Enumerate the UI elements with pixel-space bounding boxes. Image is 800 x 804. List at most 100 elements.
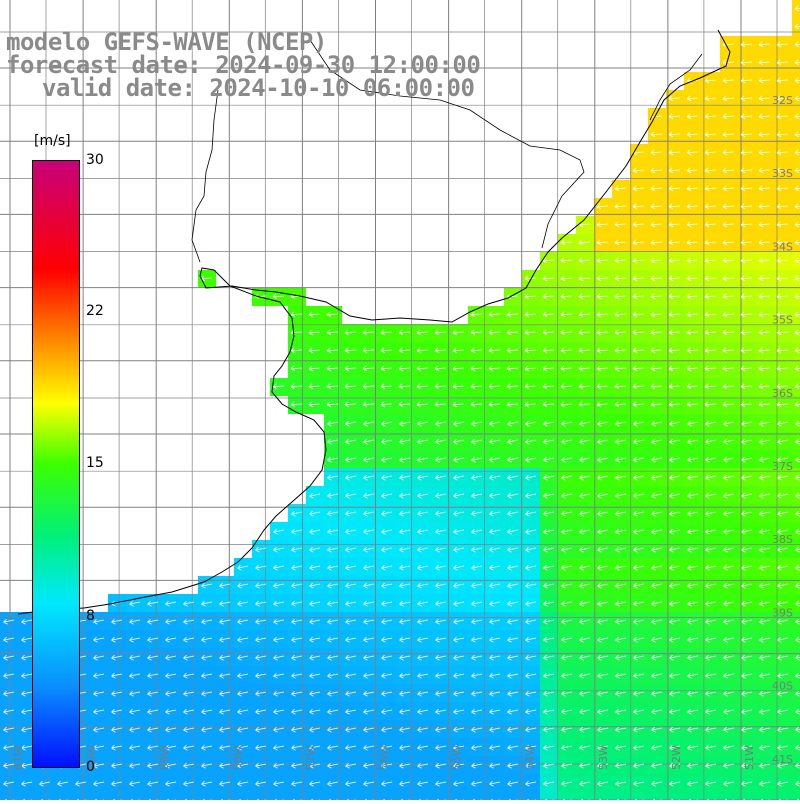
wind-cell xyxy=(288,378,306,396)
wind-cell xyxy=(720,108,738,126)
lat-label: 33S xyxy=(772,167,793,180)
wind-cell xyxy=(612,324,630,342)
wind-cell xyxy=(576,360,594,378)
wind-cell xyxy=(792,450,800,468)
wind-cell xyxy=(522,342,540,360)
wind-cell xyxy=(684,162,702,180)
wind-cell xyxy=(666,396,684,414)
wind-cell xyxy=(450,360,468,378)
wind-cell xyxy=(720,252,738,270)
wind-cell xyxy=(414,792,432,800)
lon-label: 52W xyxy=(670,745,683,770)
wind-cell xyxy=(612,198,630,216)
wind-cell xyxy=(684,306,702,324)
title-valid-date: valid date: 2024-10-10 06:00:00 xyxy=(42,76,474,100)
wind-cell xyxy=(720,324,738,342)
wind-cell xyxy=(792,432,800,450)
wind-cell xyxy=(324,342,342,360)
wind-cell xyxy=(288,306,306,324)
wind-cell xyxy=(756,324,774,342)
wind-cell xyxy=(702,72,720,90)
lat-label: 35S xyxy=(772,314,793,327)
wind-cell xyxy=(558,234,576,252)
wind-cell xyxy=(702,270,720,288)
wind-cell xyxy=(756,72,774,90)
wind-cell xyxy=(504,378,522,396)
wind-cell xyxy=(126,792,144,800)
wind-cell xyxy=(450,378,468,396)
wind-cell xyxy=(414,324,432,342)
wind-cell xyxy=(720,360,738,378)
wind-cell xyxy=(684,396,702,414)
wind-cell xyxy=(612,288,630,306)
wind-cell xyxy=(378,792,396,800)
wind-cell xyxy=(630,342,648,360)
wind-cell xyxy=(378,378,396,396)
wind-cell xyxy=(576,234,594,252)
lat-label: 32S xyxy=(772,94,793,107)
wind-cell xyxy=(630,306,648,324)
wind-cell xyxy=(198,792,216,800)
wind-cell xyxy=(90,792,108,800)
wind-cell xyxy=(792,414,800,432)
wind-cell xyxy=(486,378,504,396)
wind-cell xyxy=(504,396,522,414)
wind-cell xyxy=(432,360,450,378)
wind-cell xyxy=(522,378,540,396)
wind-cell xyxy=(558,378,576,396)
wind-cell xyxy=(612,216,630,234)
colorbar-tick-8: 8 xyxy=(86,609,95,623)
wind-cell xyxy=(792,630,800,648)
wind-cell xyxy=(522,306,540,324)
wind-cell xyxy=(486,360,504,378)
wind-cell xyxy=(612,342,630,360)
wind-cell xyxy=(324,396,342,414)
wind-cell xyxy=(756,270,774,288)
wind-cell xyxy=(540,792,558,800)
wind-cell xyxy=(630,162,648,180)
wind-cell xyxy=(612,234,630,252)
wind-cell xyxy=(666,252,684,270)
wind-cell xyxy=(288,324,306,342)
wind-cell xyxy=(432,396,450,414)
wind-cell xyxy=(756,36,774,54)
wind-cell xyxy=(684,270,702,288)
wind-cell xyxy=(648,270,666,288)
wind-cell xyxy=(594,324,612,342)
wind-cell xyxy=(486,324,504,342)
wind-cell xyxy=(648,234,666,252)
wind-cell xyxy=(702,216,720,234)
lat-label: 39S xyxy=(772,606,793,619)
wind-cell xyxy=(630,378,648,396)
wind-cell xyxy=(468,360,486,378)
wind-cell xyxy=(234,792,252,800)
wind-cell xyxy=(576,342,594,360)
wind-cell xyxy=(684,324,702,342)
wind-cell xyxy=(612,396,630,414)
wind-cell xyxy=(594,792,612,800)
wind-cell xyxy=(594,306,612,324)
wind-cell xyxy=(666,216,684,234)
wind-cell xyxy=(558,324,576,342)
wind-cell xyxy=(702,252,720,270)
wind-cell xyxy=(594,396,612,414)
wind-cell xyxy=(702,288,720,306)
wind-cell xyxy=(666,270,684,288)
wind-cell xyxy=(72,792,90,800)
wind-cell xyxy=(522,360,540,378)
wind-cell xyxy=(558,342,576,360)
wind-cell xyxy=(792,738,800,756)
wind-cell xyxy=(630,288,648,306)
wind-cell xyxy=(684,216,702,234)
wind-cell xyxy=(468,342,486,360)
wind-cell xyxy=(576,792,594,800)
wind-cell xyxy=(378,324,396,342)
lon-label: 56W xyxy=(378,745,391,770)
wind-cell xyxy=(630,144,648,162)
wind-cell xyxy=(432,792,450,800)
wind-cell xyxy=(576,306,594,324)
wind-cell xyxy=(666,180,684,198)
wind-cell xyxy=(486,792,504,800)
wind-cell xyxy=(684,288,702,306)
